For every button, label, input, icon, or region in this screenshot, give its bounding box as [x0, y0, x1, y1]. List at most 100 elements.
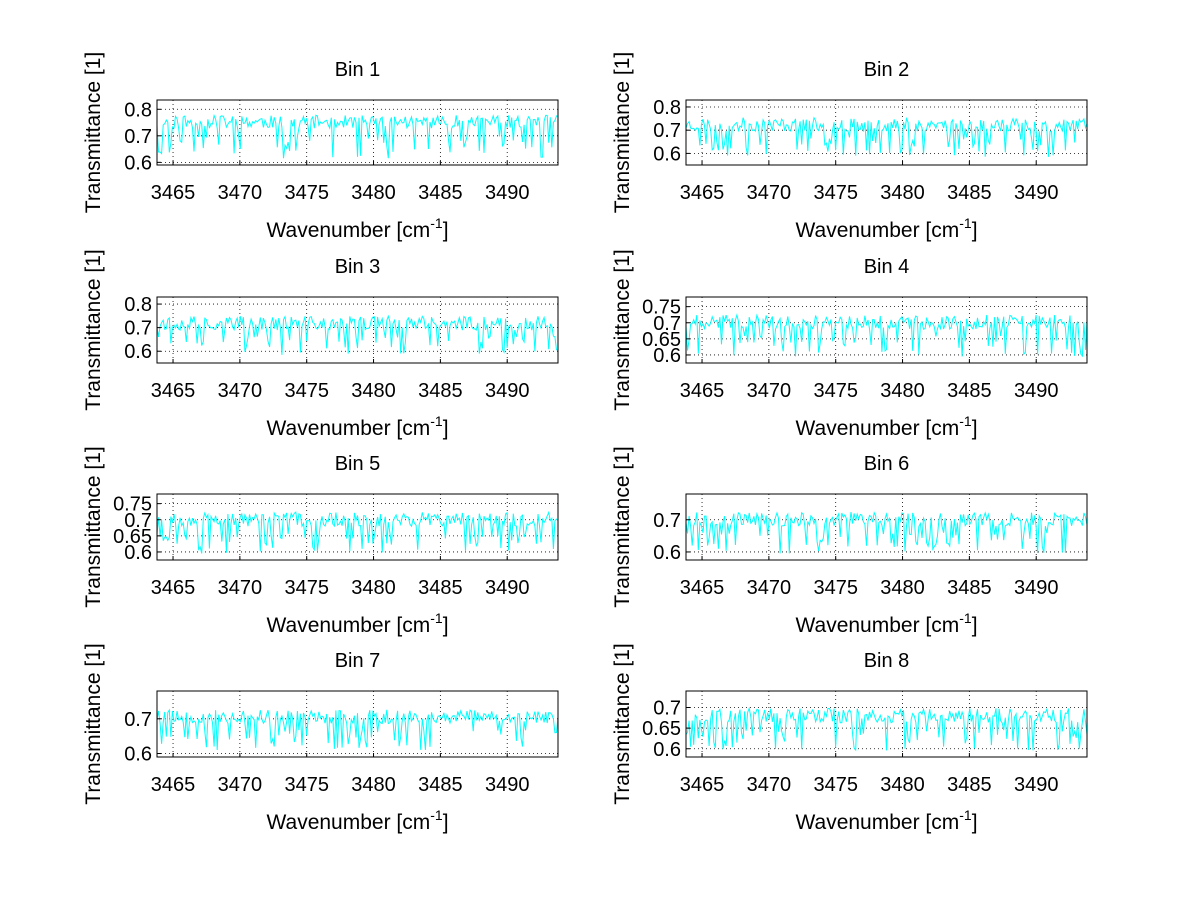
y-tick-label: 0.7: [124, 510, 152, 532]
x-axis-label: Wavenumber [cm-1]: [795, 807, 977, 834]
subplot-title: Bin 5: [335, 453, 381, 475]
x-tick-label: 3480: [880, 380, 925, 402]
x-axis-label: Wavenumber [cm-1]: [266, 413, 448, 440]
y-axis-label: Transmittance [1]: [611, 643, 634, 804]
y-tick-label: 0.65: [642, 329, 681, 351]
x-tick-label: 3475: [284, 774, 329, 796]
axes-background: [686, 494, 1087, 560]
series-line-bin-4: [685, 313, 1088, 358]
y-tick-label: 0.75: [642, 297, 681, 319]
y-tick-label: 0.7: [124, 318, 152, 340]
series-line-bin-1: [156, 113, 559, 159]
x-tick-label: 3470: [747, 380, 792, 402]
series-line-bin-6: [685, 511, 1088, 554]
x-tick-label: 3480: [880, 182, 925, 204]
x-tick-label: 3475: [813, 577, 858, 599]
axes-frame: [156, 296, 559, 364]
x-tick-label: 3490: [1014, 380, 1059, 402]
y-tick-label: 0.8: [653, 97, 681, 119]
x-tick-label: 3490: [485, 380, 530, 402]
x-tick-label: 3470: [218, 380, 263, 402]
y-tick-label: 0.75: [113, 494, 152, 516]
x-axis-label: Wavenumber [cm-1]: [266, 807, 448, 834]
x-tick-label: 3475: [813, 380, 858, 402]
y-tick-label: 0.7: [653, 120, 681, 142]
y-tick-label: 0.6: [653, 143, 681, 165]
y-tick-label: 0.8: [124, 294, 152, 316]
x-tick-label: 3490: [485, 774, 530, 796]
y-tick-label: 0.6: [653, 739, 681, 761]
x-tick-label: 3475: [284, 577, 329, 599]
subplot-bin-5: 3465 3470 3475 3480 3485 3490 0.60.650.70.75 Bi…: [82, 446, 559, 637]
x-tick-label: 3480: [351, 380, 396, 402]
axes-frame: [156, 99, 559, 166]
x-tick-label: 3490: [1014, 182, 1059, 204]
x-tick-label: 3475: [813, 774, 858, 796]
x-axis-label: Wavenumber [cm-1]: [795, 215, 977, 242]
axes-frame: [685, 99, 1088, 166]
x-tick-label: 3480: [351, 774, 396, 796]
x-tick-label: 3485: [418, 380, 463, 402]
subplot-bin-6: 3465 3470 3475 3480 3485 3490 0.6 0.7 Bin 6 Waven…: [611, 446, 1088, 637]
y-tick-label: 0.6: [653, 345, 681, 367]
axes-frame: [156, 690, 559, 758]
x-axis-label: Wavenumber [cm-1]: [795, 610, 977, 637]
y-axis-label: Transmittance [1]: [82, 249, 105, 410]
x-tick-label: 3470: [218, 774, 263, 796]
series-line-bin-3: [156, 314, 559, 355]
x-tick-label: 3465: [151, 577, 196, 599]
x-tick-label: 3485: [418, 182, 463, 204]
y-axis-label: Transmittance [1]: [82, 52, 105, 213]
series-line-bin-5: [156, 510, 559, 554]
x-tick-label: 3480: [880, 577, 925, 599]
x-tick-label: 3465: [680, 577, 725, 599]
y-tick-label: 0.65: [642, 718, 681, 740]
y-tick-label: 0.7: [124, 126, 152, 148]
series-line-bin-8: [685, 706, 1088, 752]
subplot-bin-4: 3465 3470 3475 3480 3485 3490 0.60.650.70.75 Bi…: [611, 249, 1088, 440]
x-tick-label: 3485: [418, 774, 463, 796]
x-tick-label: 3485: [418, 577, 463, 599]
y-tick-label: 0.7: [124, 709, 152, 731]
axes-frame: [685, 296, 1088, 364]
subplot-title: Bin 4: [864, 256, 910, 278]
axes-background: [157, 297, 558, 363]
x-tick-label: 3465: [680, 380, 725, 402]
y-tick-label: 0.6: [124, 341, 152, 363]
x-tick-label: 3465: [151, 182, 196, 204]
x-tick-label: 3470: [218, 182, 263, 204]
x-tick-label: 3490: [485, 577, 530, 599]
y-tick-label: 0.7: [653, 313, 681, 335]
series-line-bin-2: [685, 116, 1088, 157]
subplot-bin-8: 3465 3470 3475 3480 3485 3490 0.60.650.7 Bin 8 W…: [611, 643, 1088, 834]
x-axis-label: Wavenumber [cm-1]: [266, 215, 448, 242]
x-tick-label: 3480: [351, 182, 396, 204]
x-tick-label: 3465: [680, 774, 725, 796]
x-axis-label: Wavenumber [cm-1]: [795, 413, 977, 440]
x-tick-label: 3475: [284, 380, 329, 402]
x-tick-label: 3465: [151, 774, 196, 796]
subplot-bin-2: 3465 3470 3475 3480 3485 3490 0.60.70.8 Bin 2 Wa…: [611, 52, 1088, 242]
subplot-bin-1: 3465 3470 3475 3480 3485 3490 0.6 0.7 0.8 Bin 1 Wa…: [82, 52, 559, 242]
x-tick-label: 3475: [813, 182, 858, 204]
y-axis-label: Transmittance [1]: [611, 52, 634, 213]
x-tick-label: 3490: [1014, 774, 1059, 796]
x-axis-label: Wavenumber [cm-1]: [266, 610, 448, 637]
subplot-bin-3: 3465 3470 3475 3480 3485 3490 0.60.70.8 Bin 3 Wa…: [82, 249, 559, 440]
x-tick-label: 3480: [880, 774, 925, 796]
y-tick-label: 0.6: [124, 152, 152, 174]
axes-frame: [156, 493, 559, 561]
x-tick-label: 3470: [218, 577, 263, 599]
x-tick-label: 3480: [351, 577, 396, 599]
subplot-title: Bin 8: [864, 650, 910, 672]
axes-background: [686, 100, 1087, 165]
y-tick-label: 0.6: [653, 542, 681, 564]
x-tick-label: 3485: [947, 774, 992, 796]
subplot-title: Bin 7: [335, 650, 381, 672]
y-axis-label: Transmittance [1]: [82, 446, 105, 607]
x-tick-label: 3470: [747, 577, 792, 599]
x-tick-label: 3470: [747, 182, 792, 204]
y-tick-label: 0.7: [653, 510, 681, 532]
x-tick-label: 3485: [947, 380, 992, 402]
y-tick-label: 0.8: [124, 99, 152, 121]
